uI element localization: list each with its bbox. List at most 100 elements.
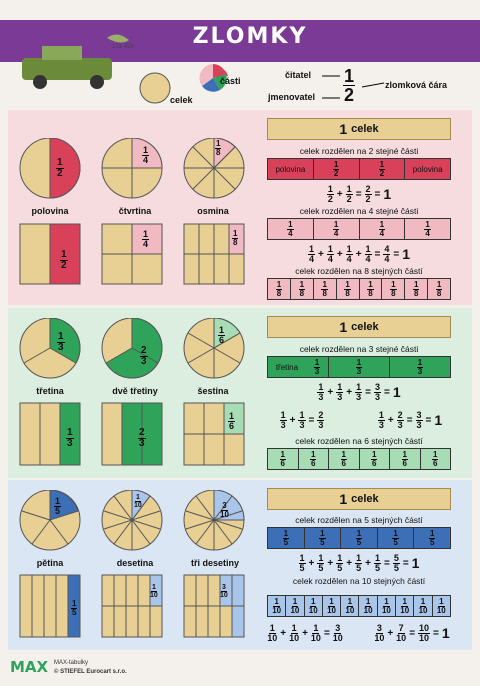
casti-pie	[199, 64, 227, 92]
s2-cap3: celek rozdělen na 3 stejné části	[299, 344, 419, 354]
svg-text:123 456: 123 456	[112, 44, 134, 50]
operator: =	[374, 188, 381, 200]
result: 1	[411, 555, 420, 571]
operator: =	[409, 627, 416, 639]
s1-shapes	[19, 138, 245, 285]
s1-equation-halves: 1 2 +1 2 = 2 2 = 1	[267, 182, 451, 206]
operator: =	[383, 557, 390, 569]
operator: =	[406, 414, 413, 426]
operator: =	[355, 188, 362, 200]
operator: +	[355, 248, 362, 260]
s3-equation-d: 3 10 +7 10 = 10 10 = 1	[362, 621, 462, 645]
fraction: 3 10	[374, 622, 385, 643]
s2-equation-a: 1 3 +1 3 = 2 3	[262, 408, 342, 432]
result: 1	[402, 246, 411, 262]
fraction: 7 10	[396, 622, 407, 643]
footer-line2: © STIEFEL Eurocart s.r.o.	[54, 669, 127, 675]
s3-equation-c: 1 10 +1 10 +1 10 = 3 10	[262, 621, 348, 645]
s1-cap8: celek rozdělen na 8 stejných částí	[295, 266, 423, 276]
denominator: 2	[344, 85, 355, 105]
s3-shapes	[19, 490, 245, 638]
fraction: 10 10	[418, 622, 431, 643]
fraction: 1 10	[267, 622, 278, 643]
fraction: 1 10	[289, 622, 300, 643]
s3-threetenth-square-frac: 3 10	[220, 584, 228, 599]
result: 1	[434, 412, 443, 428]
page-title: ZLOMKY	[192, 24, 308, 49]
halves-label-left: polovina	[275, 164, 306, 174]
operator: +	[365, 557, 371, 569]
operator: =	[383, 386, 390, 398]
s1-cap2: celek rozdělen na 2 stejné části	[299, 146, 419, 156]
operator: =	[425, 414, 432, 426]
brand-logo: MAX	[10, 658, 49, 676]
s2-whole-bar: 1 celek	[267, 316, 451, 338]
intro-arrows	[322, 75, 385, 99]
label-dve-tretiny: dvě třetiny	[112, 386, 158, 396]
label-ctvrtina: čtvrtina	[118, 206, 152, 216]
operator: +	[317, 248, 324, 260]
s3-equation-fifths: 1 5 +1 5 +1 5 +1 5 +1 5 = 5 5 = 1	[267, 551, 451, 575]
fraction-cell: 1 10	[431, 596, 450, 616]
label-sestina: šestina	[197, 386, 229, 396]
fraction: 1 10	[310, 622, 321, 643]
result: 1	[441, 625, 450, 641]
s2-shapes	[19, 318, 245, 466]
operator: =	[393, 248, 400, 260]
label-osmina: osmina	[197, 206, 229, 216]
operator: =	[365, 386, 371, 398]
jmenovatel-label: jmenovatel	[268, 92, 316, 102]
label-polovina: polovina	[31, 206, 69, 216]
fraction-cell: 1 10	[272, 596, 282, 615]
fraction-cell: 1 10	[303, 596, 322, 616]
halves-label-right: polovina	[404, 159, 450, 179]
s2-equation-thirds: 1 3 +1 3 +1 3 = 3 3 = 1	[267, 380, 451, 404]
s3-cap5: celek rozdělen na 5 stejných částí	[295, 515, 423, 525]
operator: +	[308, 557, 315, 569]
operator: =	[323, 627, 330, 639]
operator: +	[289, 414, 296, 426]
casti-label: části	[220, 76, 241, 86]
